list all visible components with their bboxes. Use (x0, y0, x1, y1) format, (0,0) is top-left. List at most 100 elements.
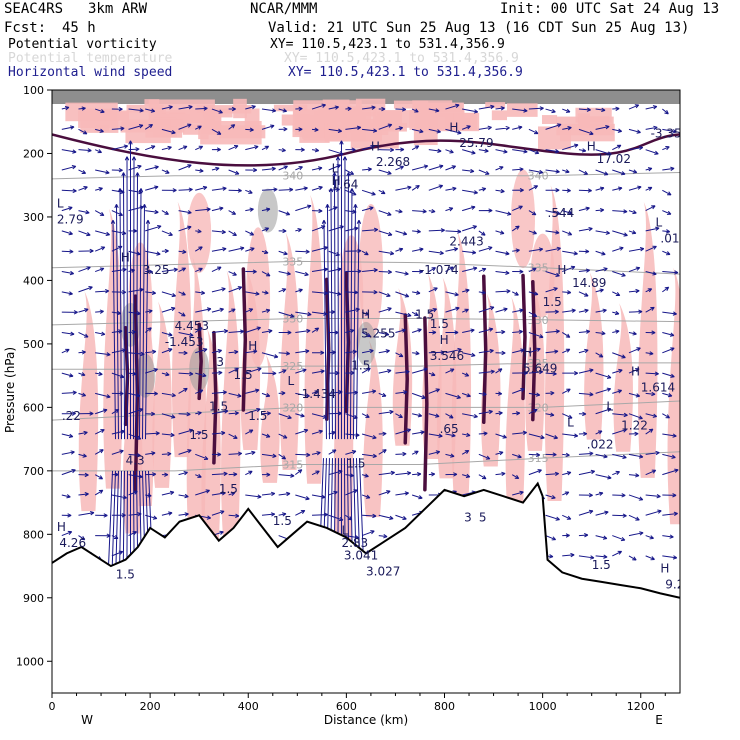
wind-vector (361, 367, 371, 374)
theta-label-330: 330 (282, 313, 303, 326)
wind-vector (545, 309, 559, 314)
y-tick-label-1: 200 (23, 147, 44, 160)
wind-vector (178, 331, 194, 337)
wind-vector (261, 433, 271, 438)
wind-vector (628, 247, 645, 252)
wind-vector (278, 369, 287, 374)
wind-vector (145, 472, 157, 477)
wind-vector (228, 392, 242, 398)
wind-vector (278, 453, 287, 460)
wind-vector (361, 433, 377, 440)
pv-label: 4.26 (59, 536, 86, 550)
wind-vector (352, 204, 358, 440)
y-axis-label: Pressure (hPa) (3, 347, 17, 433)
wind-vector (428, 350, 445, 355)
pv-label: 9.23 (665, 577, 692, 591)
wind-vector (612, 389, 623, 394)
wind-vector (128, 531, 137, 537)
wind-vector (61, 149, 77, 154)
wind-vector (595, 474, 612, 480)
wind-vector (578, 291, 589, 297)
wind-vector (545, 471, 560, 477)
pv-label: H (523, 346, 532, 360)
wind-vector (428, 413, 440, 418)
theta-label-315: 315 (282, 458, 303, 471)
pv-label: 3.25 (143, 263, 170, 277)
wind-vector (211, 409, 229, 415)
wind-vector (161, 267, 178, 273)
wind-vector (662, 270, 679, 275)
wind-vector (412, 229, 421, 234)
wind-vector (228, 230, 237, 237)
x-tick-label-4: 800 (434, 700, 455, 713)
wind-vector (378, 349, 390, 354)
theta-label-335: 335 (282, 255, 303, 268)
wind-vector (311, 327, 320, 333)
theta-isentrope-330 (52, 318, 680, 326)
x-left-end: W (81, 713, 93, 727)
wind-vector (395, 165, 404, 171)
wind-vector (295, 186, 308, 191)
wind-vector (114, 204, 119, 440)
wind-vector (328, 206, 338, 212)
wind-vector (512, 329, 523, 334)
wind-vector (645, 205, 656, 212)
wind-vector (445, 472, 458, 477)
wind-vector (645, 288, 653, 293)
wind-vector (161, 511, 173, 516)
wind-vector (645, 371, 659, 376)
wind-vector (395, 126, 404, 131)
wind-vector (345, 169, 355, 175)
pv-label: H (631, 365, 640, 379)
wind-vector (295, 494, 310, 501)
pv-fill-upper (203, 115, 222, 135)
theta-label-325: 325 (282, 360, 303, 373)
pv-label: 5 (479, 511, 487, 525)
wind-vector (278, 108, 288, 113)
wind-vector (142, 204, 147, 440)
wind-vector (211, 108, 223, 114)
wind-vector (245, 308, 254, 313)
wind-vector (478, 306, 495, 313)
wind-vector (78, 248, 94, 254)
wind-vector (361, 250, 369, 256)
theta-label-340: 340 (282, 170, 303, 183)
wind-vector (295, 413, 305, 418)
wind-vector (245, 247, 255, 252)
wind-vector (311, 148, 320, 153)
wind-vector (578, 555, 595, 560)
pv-fill-upper (233, 98, 247, 119)
wind-vector (161, 145, 172, 151)
wind-vector (295, 311, 312, 317)
wind-vector (662, 534, 674, 539)
wind-vector (328, 330, 339, 335)
wind-vector (245, 230, 255, 236)
wind-vector (395, 451, 407, 457)
wind-vector (95, 187, 103, 192)
pv-label: H (361, 308, 370, 322)
wind-vector (78, 453, 87, 458)
wind-vector (346, 172, 351, 440)
wind-vector (612, 144, 622, 151)
wind-vector (562, 108, 571, 113)
pv-fill-upper (350, 127, 399, 149)
wind-vector (628, 145, 644, 151)
wind-vector (645, 306, 655, 313)
y-tick-label-9: 1000 (16, 655, 44, 668)
wind-vector (361, 189, 376, 196)
pv-label: 3 (464, 511, 472, 525)
wind-vector (595, 250, 606, 256)
wind-vector (662, 108, 669, 115)
wind-vector (595, 510, 609, 516)
pv-label: 1.5 (415, 308, 434, 322)
wind-vector (578, 451, 594, 456)
wind-vector (628, 288, 640, 294)
pv-contour-strand (197, 322, 203, 401)
wind-vector (395, 107, 407, 112)
wind-vector (562, 514, 572, 520)
wind-vector (95, 331, 106, 336)
wind-vector (278, 351, 291, 356)
pv-fill-upper (409, 109, 465, 130)
terrain-fill (52, 483, 680, 693)
pv-label: 3 (216, 355, 224, 369)
